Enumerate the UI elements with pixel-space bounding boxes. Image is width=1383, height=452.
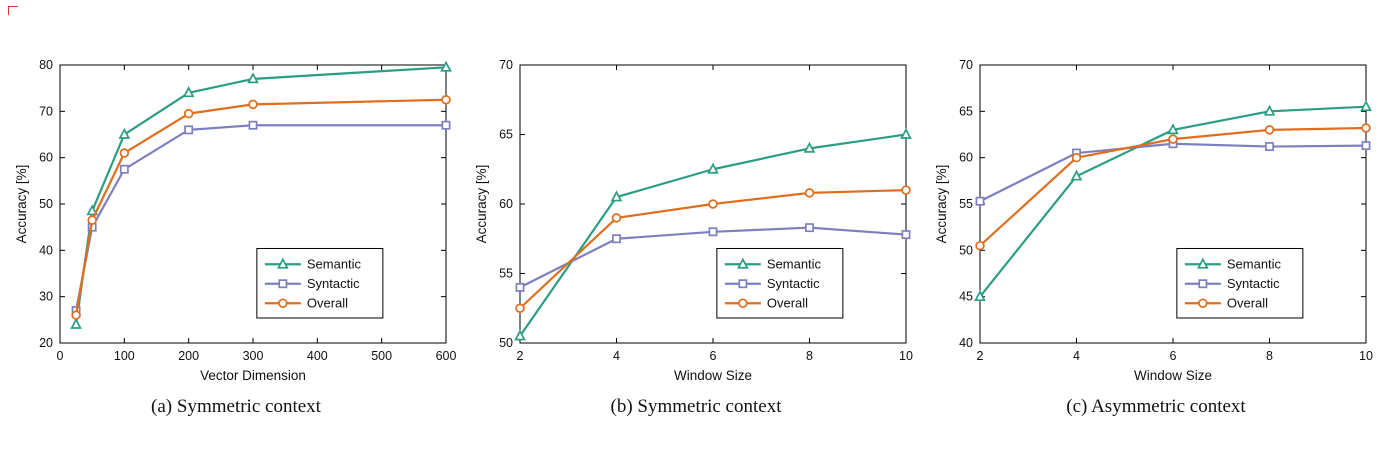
svg-text:Overall: Overall [1227,296,1268,311]
svg-text:45: 45 [959,290,973,304]
y-axis-label: Accuracy [%] [14,165,29,244]
svg-text:Semantic: Semantic [307,257,362,272]
y-axis: 20 30 40 50 60 70 80 [39,58,446,350]
svg-text:4: 4 [613,349,620,363]
legend: Semantic Syntactic Overall [716,247,844,319]
legend: Semantic Syntactic Overall [256,247,384,319]
chart-b-caption: (b) Symmetric context [610,396,782,417]
svg-text:60: 60 [39,151,53,165]
svg-text:8: 8 [806,349,813,363]
chart-c: 2 4 6 8 10 40 45 50 55 60 65 70 Window Size Accuracy … [932,55,1380,418]
series-overall [515,185,911,314]
svg-text:40: 40 [39,243,53,257]
series-overall [71,94,451,320]
svg-text:8: 8 [1266,349,1273,363]
chart-a: 0 100 200 300 400 500 600 20 30 40 50 60 70 80 Vector … [12,55,460,418]
svg-text:50: 50 [959,243,973,257]
svg-text:Overall: Overall [767,296,808,311]
svg-text:Syntactic: Syntactic [1227,276,1280,291]
legend: Semantic Syntactic Overall [1176,247,1304,319]
svg-text:70: 70 [959,58,973,72]
y-axis-label: Accuracy [%] [934,165,949,244]
chart-c-caption: (c) Asymmetric context [1066,396,1246,417]
svg-text:30: 30 [39,290,53,304]
svg-text:Syntactic: Syntactic [307,276,360,291]
x-axis-label: Window Size [674,368,752,383]
chart-b: 2 4 6 8 10 50 55 60 65 70 Window Size Accuracy [%] S… [472,55,920,418]
svg-text:2: 2 [977,349,984,363]
x-axis: 2 4 6 8 10 [977,65,1373,363]
series-syntactic [515,223,911,292]
svg-text:Semantic: Semantic [767,257,822,272]
svg-text:65: 65 [959,104,973,118]
svg-text:50: 50 [499,336,513,350]
series-overall [975,123,1371,251]
svg-text:20: 20 [39,336,53,350]
svg-text:400: 400 [307,349,328,363]
svg-text:55: 55 [499,267,513,281]
x-axis: 0 100 200 300 400 500 600 [57,65,457,363]
figure-row: 0 100 200 300 400 500 600 20 30 40 50 60 70 80 Vector … [12,55,1380,418]
svg-text:4: 4 [1073,349,1080,363]
svg-text:300: 300 [243,349,264,363]
svg-text:6: 6 [710,349,717,363]
x-axis: 2 4 6 8 10 [517,65,913,363]
svg-text:65: 65 [499,128,513,142]
svg-text:60: 60 [499,197,513,211]
x-axis-label: Vector Dimension [200,368,306,383]
page-corner-artifact [8,6,18,15]
x-axis-label: Window Size [1134,368,1212,383]
svg-text:70: 70 [499,58,513,72]
chart-a-canvas: 0 100 200 300 400 500 600 20 30 40 50 60 70 80 Vector … [14,58,457,383]
svg-text:55: 55 [959,197,973,211]
svg-text:2: 2 [517,349,524,363]
svg-text:Overall: Overall [307,296,348,311]
axes [979,64,1367,344]
svg-text:10: 10 [1359,349,1373,363]
svg-text:0: 0 [57,349,64,363]
svg-text:500: 500 [371,349,392,363]
svg-text:600: 600 [436,349,457,363]
svg-text:10: 10 [899,349,913,363]
svg-text:200: 200 [178,349,199,363]
svg-text:70: 70 [39,104,53,118]
svg-text:40: 40 [959,336,973,350]
chart-c-canvas: 2 4 6 8 10 40 45 50 55 60 65 70 Window Size Accuracy … [934,58,1373,383]
chart-b-canvas: 2 4 6 8 10 50 55 60 65 70 Window Size Accuracy [%] S… [474,58,913,383]
y-axis-label: Accuracy [%] [474,165,489,244]
series-semantic [514,127,912,341]
svg-text:60: 60 [959,151,973,165]
y-axis: 40 45 50 55 60 65 70 [959,58,1366,350]
svg-text:50: 50 [39,197,53,211]
svg-text:Syntactic: Syntactic [767,276,820,291]
series-semantic [974,100,1372,302]
svg-text:80: 80 [39,58,53,72]
y-axis: 50 55 60 65 70 [499,58,906,350]
svg-text:100: 100 [114,349,135,363]
svg-text:Semantic: Semantic [1227,257,1282,272]
svg-text:6: 6 [1170,349,1177,363]
chart-a-caption: (a) Symmetric context [151,396,321,417]
